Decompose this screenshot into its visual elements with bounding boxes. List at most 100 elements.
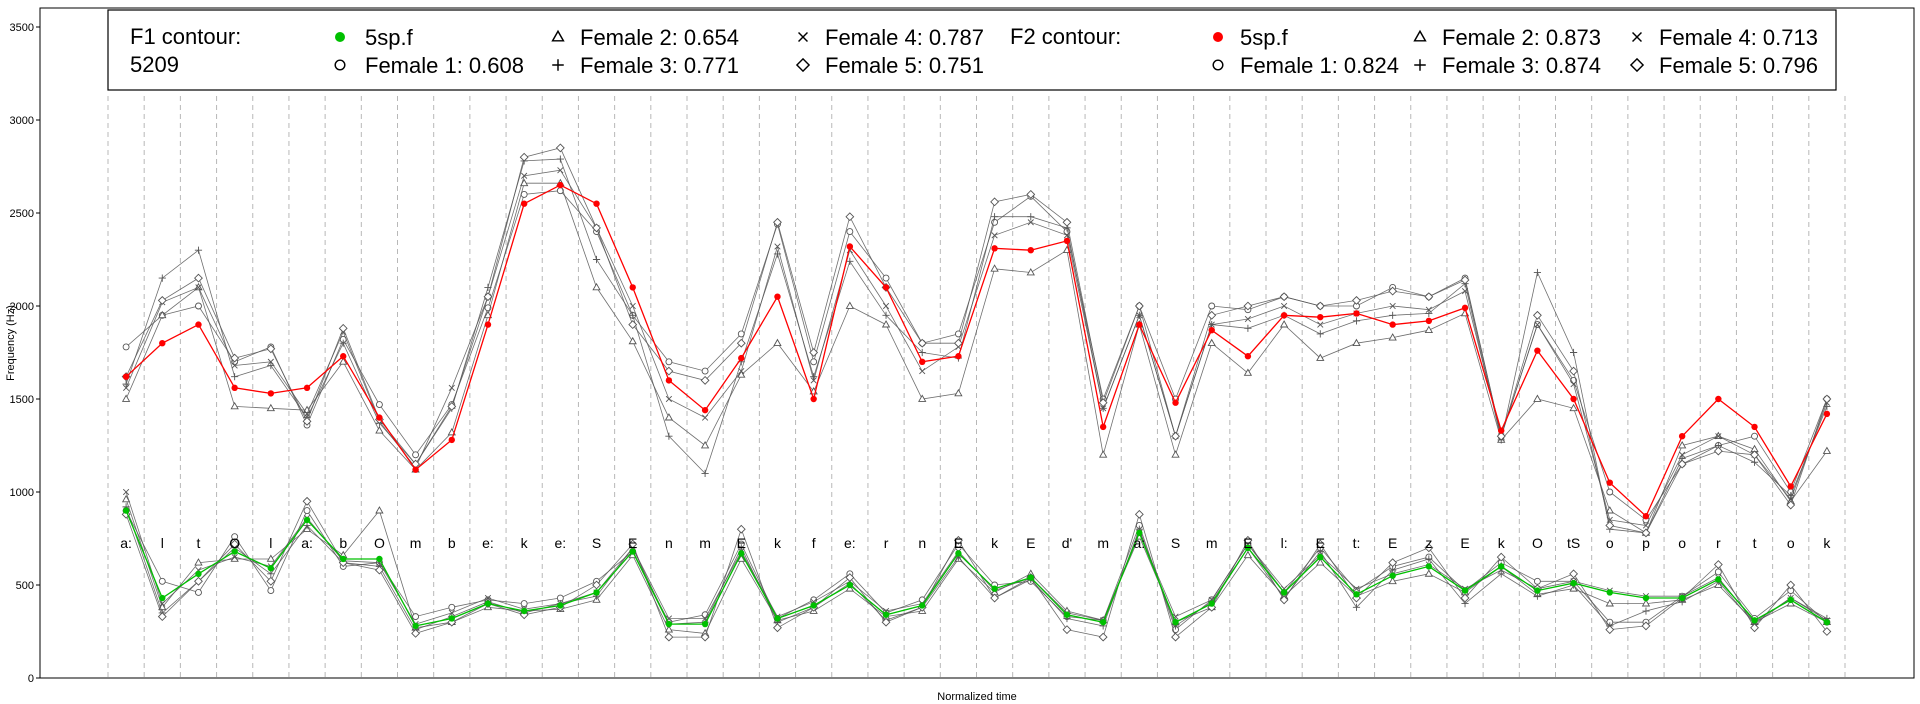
legend-item-label: Female 2: 0.873 bbox=[1442, 25, 1601, 50]
series-line bbox=[125, 500, 1828, 638]
segment-label: z bbox=[1425, 535, 1432, 551]
data-point bbox=[1642, 607, 1650, 615]
data-point bbox=[1569, 366, 1579, 376]
segment-label: o bbox=[1678, 535, 1686, 551]
data-point bbox=[158, 310, 167, 319]
data-point bbox=[1280, 302, 1288, 310]
data-point bbox=[882, 311, 890, 319]
segment-label: n bbox=[918, 535, 926, 551]
data-point bbox=[302, 496, 312, 506]
data-point bbox=[1678, 433, 1686, 440]
data-point bbox=[773, 623, 782, 633]
data-point bbox=[1208, 600, 1215, 607]
data-point bbox=[665, 620, 673, 628]
data-point bbox=[1243, 368, 1253, 376]
data-point bbox=[738, 550, 745, 557]
data-point bbox=[1244, 353, 1252, 360]
data-point bbox=[1352, 317, 1361, 325]
data-point bbox=[267, 565, 275, 572]
legend-marker-cross bbox=[1632, 32, 1642, 42]
data-point bbox=[736, 338, 746, 348]
segment-label: O bbox=[229, 535, 240, 551]
segment-label: t: bbox=[1353, 535, 1361, 551]
data-point bbox=[810, 358, 818, 366]
data-point bbox=[194, 246, 203, 254]
segment-label: r bbox=[884, 535, 889, 551]
data-point bbox=[267, 587, 275, 595]
legend-item-label: Female 4: 0.713 bbox=[1659, 25, 1818, 50]
data-point bbox=[157, 295, 167, 305]
data-point bbox=[593, 589, 600, 596]
data-point bbox=[629, 311, 637, 319]
data-point bbox=[1787, 492, 1795, 500]
data-point bbox=[1425, 306, 1432, 313]
data-point bbox=[194, 558, 203, 566]
data-point bbox=[1388, 558, 1398, 568]
data-point bbox=[1353, 310, 1360, 317]
data-point bbox=[1641, 621, 1651, 631]
data-point bbox=[1496, 431, 1506, 441]
segment-label: p bbox=[1642, 535, 1650, 551]
data-point bbox=[266, 554, 276, 562]
segment-label: b bbox=[448, 535, 456, 551]
legend-item-label: Female 5: 0.751 bbox=[825, 53, 984, 78]
data-point bbox=[412, 451, 420, 459]
segment-label: l bbox=[269, 535, 272, 551]
data-point bbox=[303, 516, 311, 524]
segment-label: t bbox=[1753, 535, 1757, 551]
data-point bbox=[1136, 321, 1143, 328]
data-point bbox=[1498, 563, 1505, 570]
series-f2-5sp-f bbox=[122, 181, 1831, 520]
data-point bbox=[231, 533, 239, 541]
data-point bbox=[665, 358, 673, 366]
data-point bbox=[1606, 589, 1613, 596]
data-point bbox=[520, 607, 528, 615]
data-point bbox=[1098, 398, 1108, 408]
data-point bbox=[1063, 237, 1071, 245]
segment-label: E bbox=[1460, 535, 1469, 551]
data-point bbox=[737, 370, 746, 378]
data-point bbox=[1823, 619, 1831, 626]
segment-label: S bbox=[1171, 535, 1180, 551]
data-point bbox=[159, 600, 166, 607]
data-point bbox=[483, 310, 493, 319]
data-point bbox=[1208, 302, 1216, 310]
data-point bbox=[592, 255, 601, 264]
data-point bbox=[1641, 528, 1651, 538]
data-point bbox=[122, 343, 130, 351]
data-point bbox=[1641, 599, 1651, 607]
data-point bbox=[738, 354, 745, 362]
data-point bbox=[953, 338, 963, 348]
data-point bbox=[592, 580, 601, 590]
data-point bbox=[1460, 593, 1470, 603]
data-point bbox=[1027, 219, 1034, 226]
data-point bbox=[1715, 576, 1722, 583]
data-point bbox=[954, 388, 963, 397]
data-point bbox=[484, 321, 492, 328]
data-point bbox=[1317, 553, 1324, 561]
data-point bbox=[1098, 632, 1108, 642]
data-point bbox=[1100, 405, 1107, 412]
data-point bbox=[701, 414, 709, 421]
series-line bbox=[125, 499, 1828, 634]
segment-label: b bbox=[339, 535, 347, 551]
data-point bbox=[1315, 539, 1325, 549]
data-point bbox=[158, 577, 166, 585]
data-point bbox=[1316, 353, 1325, 361]
data-point bbox=[628, 336, 637, 345]
data-point bbox=[1136, 529, 1143, 537]
data-point bbox=[1027, 574, 1034, 581]
series-line bbox=[125, 147, 1828, 534]
data-point bbox=[121, 494, 131, 503]
data-point bbox=[917, 338, 927, 348]
data-point bbox=[556, 155, 564, 163]
data-point bbox=[1062, 217, 1072, 227]
data-point bbox=[1425, 317, 1433, 325]
data-point bbox=[1243, 535, 1253, 545]
data-point bbox=[1171, 632, 1180, 642]
data-point bbox=[991, 232, 998, 239]
data-point bbox=[882, 274, 890, 282]
data-point bbox=[230, 353, 240, 363]
data-point bbox=[664, 625, 674, 633]
data-point bbox=[1461, 304, 1469, 312]
